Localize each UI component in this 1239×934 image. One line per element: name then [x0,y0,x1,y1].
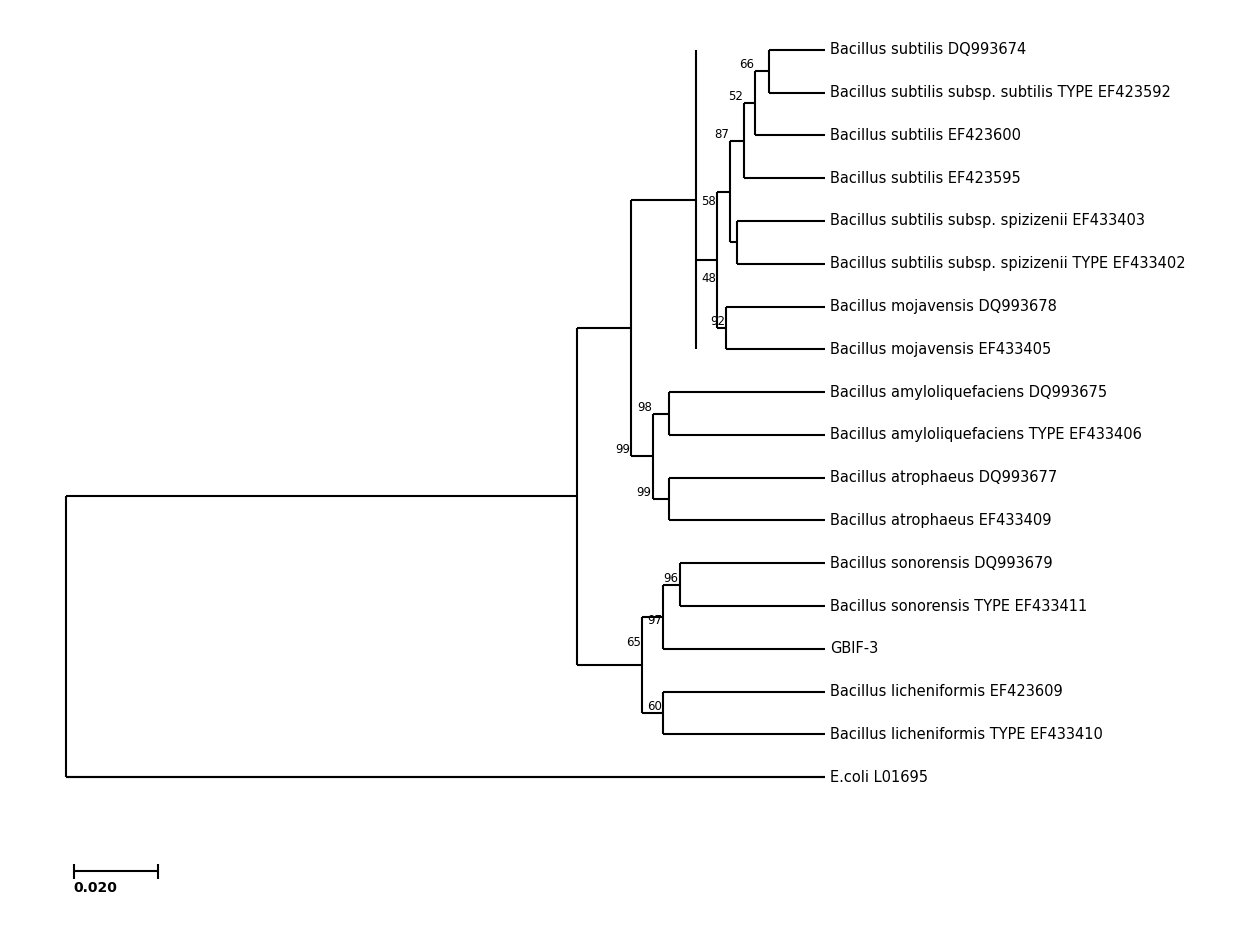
Text: Bacillus subtilis EF423600: Bacillus subtilis EF423600 [830,128,1021,143]
Text: 60: 60 [648,700,663,713]
Text: 92: 92 [710,315,725,328]
Text: Bacillus subtilis subsp. subtilis TYPE EF423592: Bacillus subtilis subsp. subtilis TYPE E… [830,85,1171,100]
Text: 98: 98 [637,401,652,414]
Text: 52: 52 [729,91,743,104]
Text: Bacillus sonorensis TYPE EF433411: Bacillus sonorensis TYPE EF433411 [830,599,1088,614]
Text: GBIF-3: GBIF-3 [830,642,878,657]
Text: 0.020: 0.020 [73,881,118,895]
Text: 97: 97 [648,615,663,628]
Text: Bacillus subtilis subsp. spizizenii EF433403: Bacillus subtilis subsp. spizizenii EF43… [830,214,1145,229]
Text: Bacillus licheniformis TYPE EF433410: Bacillus licheniformis TYPE EF433410 [830,727,1103,742]
Text: Bacillus mojavensis EF433405: Bacillus mojavensis EF433405 [830,342,1052,357]
Text: Bacillus atrophaeus EF433409: Bacillus atrophaeus EF433409 [830,513,1052,528]
Text: Bacillus mojavensis DQ993678: Bacillus mojavensis DQ993678 [830,299,1057,314]
Text: Bacillus licheniformis EF423609: Bacillus licheniformis EF423609 [830,685,1063,700]
Text: 96: 96 [664,572,679,585]
Text: 99: 99 [615,444,631,457]
Text: Bacillus atrophaeus DQ993677: Bacillus atrophaeus DQ993677 [830,470,1058,485]
Text: 48: 48 [701,272,716,285]
Text: Bacillus amyloliquefaciens DQ993675: Bacillus amyloliquefaciens DQ993675 [830,385,1108,400]
Text: Bacillus subtilis EF423595: Bacillus subtilis EF423595 [830,171,1021,186]
Text: 99: 99 [637,486,652,499]
Text: 66: 66 [738,58,753,71]
Text: Bacillus amyloliquefaciens TYPE EF433406: Bacillus amyloliquefaciens TYPE EF433406 [830,428,1142,443]
Text: 65: 65 [626,636,641,649]
Text: 87: 87 [714,128,729,141]
Text: Bacillus sonorensis DQ993679: Bacillus sonorensis DQ993679 [830,556,1053,571]
Text: Bacillus subtilis subsp. spizizenii TYPE EF433402: Bacillus subtilis subsp. spizizenii TYPE… [830,256,1186,271]
Text: Bacillus subtilis DQ993674: Bacillus subtilis DQ993674 [830,42,1027,57]
Text: 58: 58 [701,195,716,208]
Text: E.coli L01695: E.coli L01695 [830,770,928,785]
